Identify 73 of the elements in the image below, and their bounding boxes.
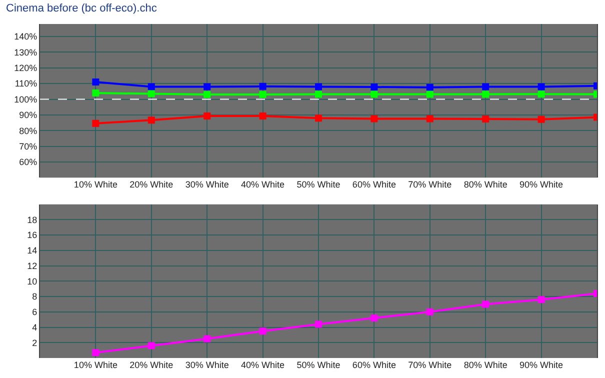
y-tick-label: 60%: [19, 157, 38, 168]
point: [538, 296, 545, 304]
point: [315, 83, 322, 90]
point: [370, 314, 378, 322]
point: [315, 114, 322, 122]
x-tick-label: 50% White: [296, 360, 340, 370]
x-tick-label: 40% White: [241, 180, 285, 190]
point: [426, 115, 434, 122]
x-tick-label: 60% White: [352, 180, 396, 190]
point: [482, 300, 490, 308]
x-tick-label: 30% White: [185, 180, 229, 190]
y-tick-label: 80%: [19, 126, 38, 136]
x-tick-label: 90% White: [520, 360, 564, 370]
point: [92, 120, 100, 127]
y-tick-label: 10: [27, 276, 38, 286]
point: [259, 328, 266, 335]
point: [259, 82, 266, 90]
point: [426, 90, 434, 98]
x-tick-label: 70% White: [408, 180, 452, 190]
y-tick-label: 90%: [19, 110, 38, 120]
x-tick-label: 80% White: [464, 180, 508, 190]
point: [315, 320, 322, 328]
point: [259, 112, 266, 120]
point: [426, 308, 434, 316]
x-tick-label: 40% White: [241, 360, 285, 370]
y-tick-label: 16: [27, 230, 38, 240]
y-tick-label: 12: [27, 260, 38, 271]
point: [148, 90, 155, 98]
x-tick-label: 10% White: [74, 180, 118, 190]
point: [92, 89, 100, 96]
x-tick-label: 90% White: [520, 180, 564, 190]
point: [370, 84, 378, 91]
point: [148, 116, 155, 124]
point: [148, 83, 155, 90]
y-tick-label: 130%: [14, 47, 38, 58]
point: [482, 116, 490, 123]
point: [482, 90, 490, 98]
point: [538, 90, 545, 98]
x-tick-label: 80% White: [464, 360, 508, 370]
x-tick-label: 30% White: [185, 360, 229, 370]
x-tick-label: 20% White: [130, 180, 174, 190]
y-tick-label: 6: [32, 307, 38, 318]
y-tick-label: 14: [27, 246, 38, 256]
y-tick-label: 70%: [19, 141, 38, 152]
x-tick-label: 20% White: [130, 360, 174, 370]
point: [204, 83, 211, 90]
point: [92, 78, 100, 86]
chart-title: Cinema before (bc off-eco).chc: [6, 2, 158, 14]
y-tick-label: 18: [27, 214, 38, 225]
point: [370, 90, 378, 98]
point: [92, 349, 100, 356]
point: [538, 116, 545, 123]
point: [204, 112, 211, 120]
x-tick-label: 50% White: [296, 180, 340, 190]
point: [315, 90, 322, 98]
y-tick-label: 8: [32, 292, 38, 302]
y-tick-label: 120%: [14, 63, 38, 74]
point: [370, 115, 378, 122]
point: [426, 84, 434, 91]
point: [482, 83, 490, 90]
y-tick-label: 4: [32, 322, 38, 332]
point: [204, 335, 211, 342]
point: [259, 91, 266, 98]
point: [148, 342, 155, 350]
y-tick-label: 110%: [14, 78, 38, 89]
y-tick-label: 140%: [14, 32, 38, 42]
x-tick-label: 70% White: [408, 360, 452, 370]
point: [538, 83, 545, 90]
x-tick-label: 60% White: [352, 360, 396, 370]
y-tick-label: 2: [32, 338, 38, 348]
point: [204, 91, 211, 98]
x-tick-label: 10% White: [74, 360, 118, 370]
y-tick-label: 100%: [14, 94, 38, 104]
